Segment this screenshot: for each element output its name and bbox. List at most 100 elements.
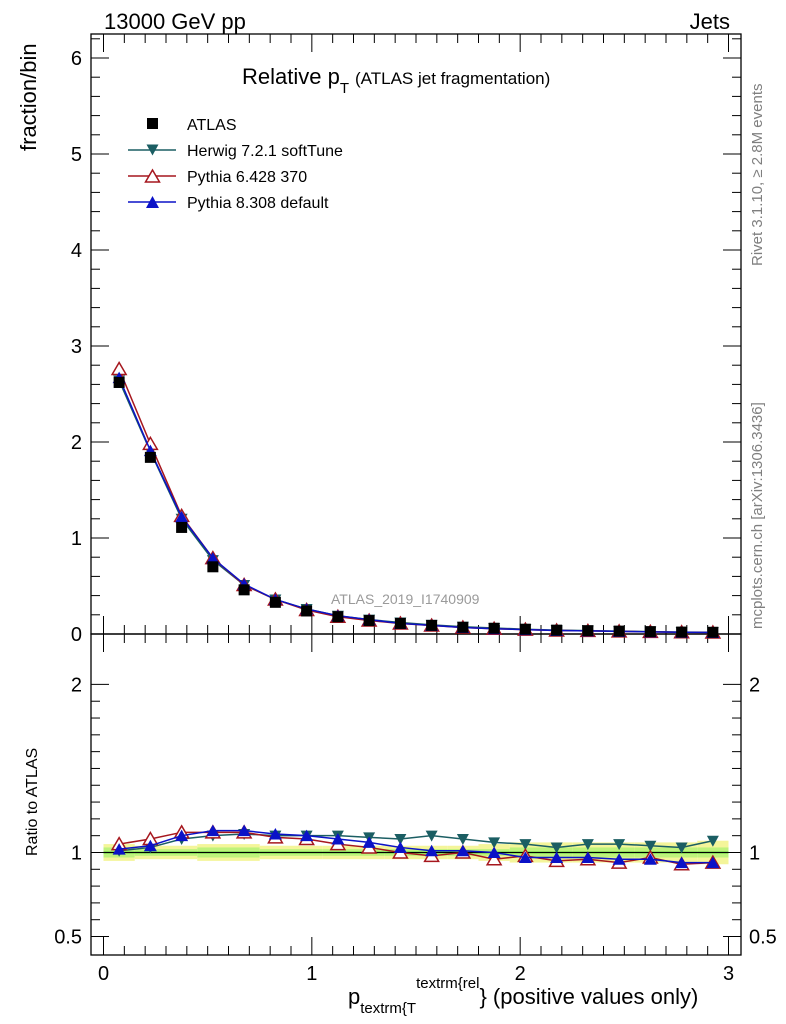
data-point: [206, 552, 220, 564]
legend-entry: Pythia 8.308 default: [128, 195, 329, 212]
ratio-point: [362, 836, 376, 848]
x-tick-label: 2: [515, 963, 526, 985]
main-series-group: [110, 361, 722, 639]
legend-marker-triangle-up-open: [144, 168, 161, 183]
ratio-line: [119, 831, 713, 866]
data-point: [644, 626, 656, 638]
ratio-point: [644, 840, 657, 852]
data-point: [582, 625, 594, 637]
ratio-point: [485, 851, 503, 866]
ratio-series-group: [110, 824, 722, 871]
ratio-axis-ticks: 0 1 2 3 0.5 0.5 1 1 2 2: [54, 634, 777, 985]
x-tick-label: 1: [306, 963, 317, 985]
y-tick-label: 1: [749, 842, 760, 864]
ratio-point: [581, 851, 595, 864]
ratio-point: [425, 830, 438, 842]
legend-marker-square: [147, 118, 158, 129]
data-point: [707, 626, 719, 638]
x-axis-label: ptextrm{Ttextrm{rel} (positive values on…: [348, 975, 698, 1017]
data-point: [488, 622, 500, 634]
ratio-point: [143, 839, 157, 852]
mcplots-source-label: mcplots.cern.ch [arXiv:1306.3436]: [749, 402, 766, 629]
data-point: [176, 521, 188, 533]
data-point: [457, 621, 469, 633]
ratio-point: [456, 834, 469, 846]
legend-label: Herwig 7.2.1 softTune: [187, 143, 343, 160]
data-point: [144, 451, 156, 463]
ratio-point: [675, 856, 689, 869]
legend: ATLAS Herwig 7.2.1 softTune Pythia 6.428…: [128, 117, 343, 212]
legend-entry: Herwig 7.2.1 softTune: [128, 143, 343, 160]
legend-label: Pythia 8.308 default: [187, 195, 329, 212]
data-point: [175, 510, 189, 523]
process-label: Jets: [689, 9, 730, 34]
data-point: [363, 615, 375, 627]
ratio-point: [425, 844, 439, 857]
chart-title: Relative pT(ATLAS jet fragmentation): [242, 64, 550, 97]
ratio-y-axis-label: Ratio to ATLAS: [24, 748, 41, 856]
data-point: [613, 625, 625, 637]
y-tick-label: 1: [71, 528, 82, 550]
ratio-point: [550, 842, 563, 854]
ratio-point: [488, 837, 501, 849]
ratio-point: [206, 824, 220, 837]
main-axis-ticks: 0 1 2 3 4 5 6: [71, 34, 741, 646]
ratio-plot-frame: [90, 633, 742, 956]
ratio-point: [393, 841, 407, 853]
ratio-point: [175, 829, 189, 842]
data-point: [113, 376, 125, 388]
ratio-point: [612, 853, 626, 865]
legend-marker-triangle-down: [146, 144, 159, 156]
ratio-point: [112, 843, 126, 855]
legend-label: ATLAS: [187, 117, 237, 134]
x-tick-label: 3: [723, 963, 734, 985]
legend-label: Pythia 6.428 370: [187, 169, 307, 186]
data-point: [676, 626, 688, 638]
y-tick-label: 0.5: [749, 927, 777, 949]
rivet-version-label: Rivet 3.1.10, ≥ 2.8M events: [749, 84, 766, 267]
y-tick-label: 5: [71, 144, 82, 166]
y-tick-label: 6: [71, 48, 82, 70]
y-tick-label: 0: [71, 624, 82, 646]
y-tick-label: 2: [71, 432, 82, 454]
main-y-axis-label: fraction/bin: [16, 43, 41, 151]
data-point: [269, 596, 281, 608]
ratio-line: [119, 829, 713, 864]
data-point: [332, 611, 344, 623]
x-tick-label: 0: [98, 963, 109, 985]
ratio-point: [300, 829, 314, 842]
data-point: [426, 619, 438, 631]
data-point: [394, 617, 406, 629]
data-point: [238, 584, 250, 596]
data-point: [207, 561, 219, 573]
ratio-point: [331, 833, 345, 845]
y-tick-label: 2: [71, 674, 82, 696]
data-point: [551, 624, 563, 636]
data-point: [519, 623, 531, 635]
legend-marker-triangle-up: [146, 196, 159, 208]
ratio-point: [613, 839, 626, 851]
ratio-point: [268, 827, 282, 840]
ratio-point: [706, 856, 720, 869]
y-tick-label: 3: [71, 336, 82, 358]
ratio-point: [706, 835, 719, 847]
ratio-point: [518, 851, 532, 864]
ratio-point: [519, 839, 532, 851]
ratio-point: [456, 844, 470, 857]
analysis-watermark: ATLAS_2019_I1740909: [331, 591, 480, 607]
y-tick-label: 0.5: [54, 927, 82, 949]
ratio-point: [487, 846, 501, 858]
y-tick-label: 1: [71, 842, 82, 864]
ratio-point: [237, 824, 251, 837]
ratio-point: [550, 851, 564, 864]
ratio-point: [581, 839, 594, 851]
energy-label: 13000 GeV pp: [104, 9, 246, 34]
y-tick-label: 4: [71, 240, 82, 262]
ratio-point: [643, 853, 657, 865]
ratio-point: [394, 834, 407, 846]
legend-entry: Pythia 6.428 370: [128, 168, 307, 186]
ratio-point: [675, 842, 688, 854]
data-point: [301, 605, 313, 617]
legend-entry: ATLAS: [147, 117, 237, 134]
